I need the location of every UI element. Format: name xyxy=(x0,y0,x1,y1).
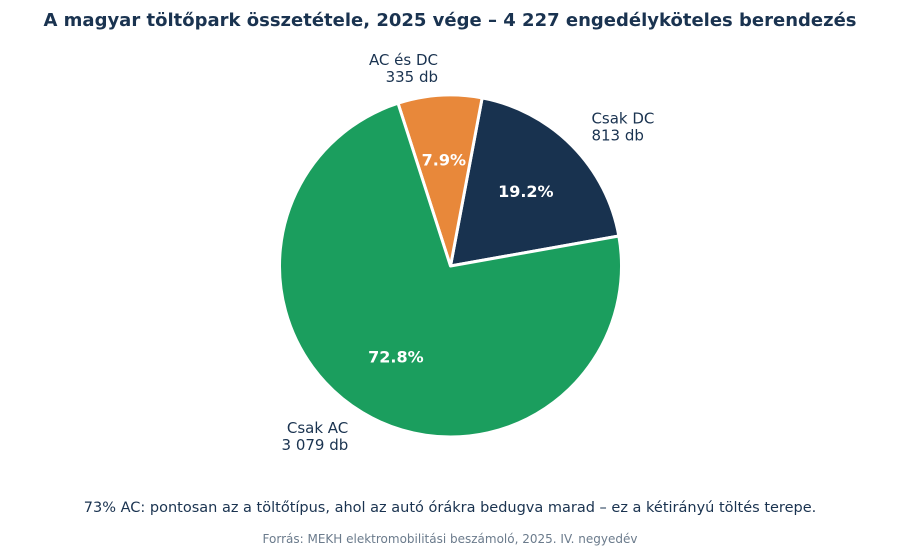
pct-label-csak-ac: 72.8% xyxy=(368,347,424,366)
outer-label-ac-es-dc: AC és DC 335 db xyxy=(369,51,438,86)
chart-caption: 73% AC: pontosan az a töltőtípus, ahol a… xyxy=(84,500,816,516)
pct-label-csak-dc: 19.2% xyxy=(498,182,554,201)
source-note: Forrás: MEKH elektromobilitási beszámoló… xyxy=(263,532,638,546)
outer-label-csak-dc: Csak DC 813 db xyxy=(591,109,654,144)
outer-label-csak-ac: Csak AC 3 079 db xyxy=(282,419,349,454)
pct-label-ac-es-dc: 7.9% xyxy=(422,151,466,170)
pie-slice-csak-dc xyxy=(449,96,621,268)
chart-title: A magyar töltőpark összetétele, 2025 vég… xyxy=(43,10,856,31)
pie-slice-csak-ac xyxy=(278,101,623,439)
